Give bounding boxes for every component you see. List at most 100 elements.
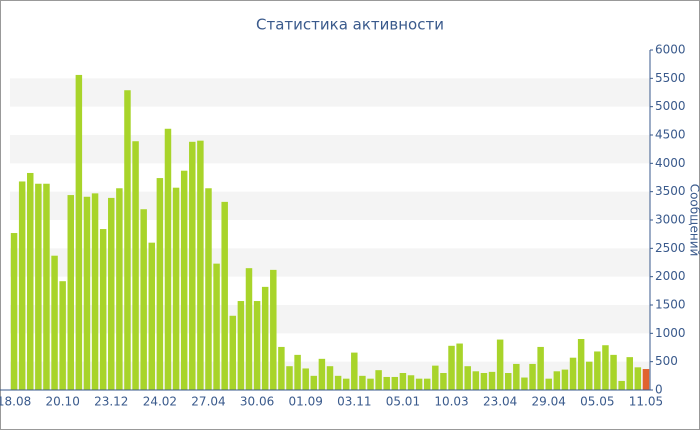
bar <box>83 196 91 390</box>
bar <box>626 357 633 390</box>
bar <box>642 369 650 390</box>
bar <box>472 371 480 390</box>
x-tick-label: 18.08 <box>0 395 31 409</box>
x-tick-label: 24.02 <box>143 395 177 409</box>
bar <box>610 354 617 390</box>
bar <box>213 263 220 390</box>
bar <box>91 193 99 390</box>
bar <box>43 183 50 390</box>
x-tick-label: 03.11 <box>337 395 371 409</box>
bar <box>75 74 83 390</box>
x-tick-label: 23.04 <box>483 395 517 409</box>
bar <box>124 90 131 390</box>
bar <box>375 370 382 390</box>
y-tick-label: 2000 <box>655 269 686 283</box>
bar <box>513 363 520 390</box>
bar <box>561 369 569 390</box>
y-tick-label: 3500 <box>655 184 686 198</box>
bar <box>399 373 407 390</box>
bar <box>504 373 512 390</box>
grid-band <box>10 191 650 220</box>
bar <box>577 339 585 390</box>
bar <box>148 242 156 390</box>
y-tick-label: 6000 <box>655 43 686 57</box>
bar <box>569 357 577 390</box>
bar <box>545 378 552 390</box>
bar <box>59 281 66 390</box>
bar <box>51 255 58 390</box>
bar <box>351 352 358 390</box>
bar <box>634 367 642 390</box>
bar <box>132 141 139 390</box>
bar <box>423 378 431 390</box>
bar <box>310 375 318 390</box>
y-tick-label: 5500 <box>655 71 686 85</box>
bar <box>205 188 212 390</box>
bar <box>278 346 285 390</box>
x-tick-label: 11.05 <box>629 395 663 409</box>
x-tick-label: 27.04 <box>191 395 225 409</box>
bar <box>237 301 245 390</box>
bar <box>261 286 269 390</box>
bar <box>342 378 350 390</box>
x-tick-label: 05.05 <box>580 395 614 409</box>
bar <box>440 373 447 390</box>
x-tick-label: 30.06 <box>240 395 274 409</box>
x-tick-label: 01.09 <box>289 395 323 409</box>
bar <box>270 269 277 390</box>
bar <box>359 375 366 390</box>
bar <box>245 268 253 390</box>
bar <box>35 183 42 390</box>
y-tick-label: 1500 <box>655 298 686 312</box>
bar <box>108 197 115 390</box>
x-tick-label: 29.04 <box>532 395 566 409</box>
x-tick-label: 23.12 <box>94 395 128 409</box>
grid-band <box>10 78 650 107</box>
bar <box>415 378 423 390</box>
bar <box>367 378 374 390</box>
y-axis-label: Сообщений <box>688 184 700 257</box>
bar <box>286 366 293 390</box>
bar <box>456 343 463 390</box>
bar <box>407 375 415 390</box>
bar <box>602 345 609 390</box>
bar <box>383 376 390 390</box>
y-tick-label: 0 <box>655 383 663 397</box>
bar <box>140 209 147 390</box>
bar <box>229 315 237 390</box>
chart-title: Статистика активности <box>256 16 444 34</box>
bar <box>448 345 455 390</box>
bar <box>27 172 34 390</box>
bar <box>464 366 471 390</box>
bar <box>180 170 188 390</box>
bar <box>553 371 561 390</box>
y-tick-label: 500 <box>655 354 678 368</box>
bar <box>99 229 107 390</box>
y-tick-label: 1000 <box>655 326 686 340</box>
bar <box>18 181 26 390</box>
bar <box>586 361 593 390</box>
bar <box>189 141 196 390</box>
y-tick-label: 4500 <box>655 128 686 142</box>
bar <box>172 187 180 390</box>
x-tick-label: 05.01 <box>386 395 420 409</box>
bar <box>10 233 18 390</box>
bar <box>488 371 496 390</box>
x-tick-label: 20.10 <box>45 395 79 409</box>
bar <box>496 339 504 390</box>
grid-band <box>10 135 650 164</box>
y-tick-label: 5000 <box>655 99 686 113</box>
x-tick-label: 10.03 <box>434 395 468 409</box>
bar <box>197 140 204 390</box>
bar <box>253 301 261 390</box>
bar <box>326 366 334 390</box>
bar <box>594 351 601 390</box>
bar <box>164 128 172 390</box>
y-tick-label: 4000 <box>655 156 686 170</box>
bar <box>156 178 164 390</box>
bar <box>391 376 399 390</box>
y-tick-label: 3000 <box>655 213 686 227</box>
bar <box>318 358 326 390</box>
bar <box>618 380 625 390</box>
